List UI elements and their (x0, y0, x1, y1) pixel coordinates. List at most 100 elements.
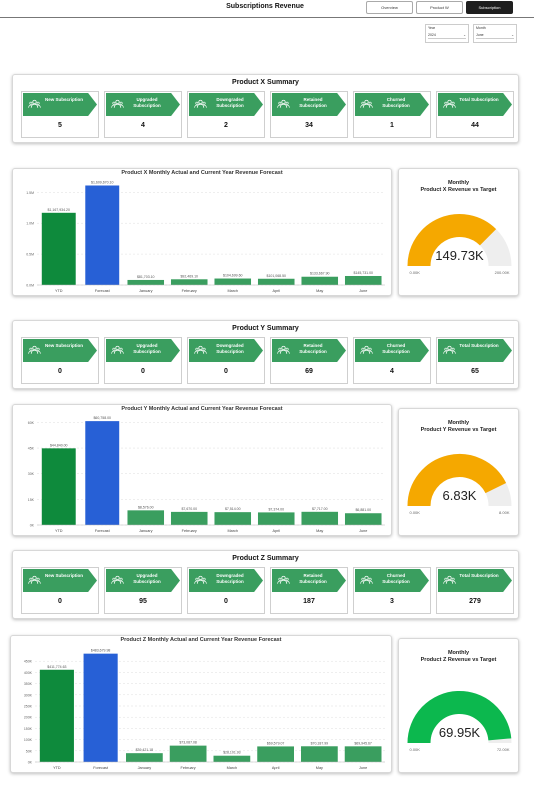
gauge-title-line1: Monthly (447, 180, 470, 186)
bar-march (213, 755, 251, 762)
month-select[interactable]: June ⌄ (476, 32, 514, 39)
x-tick-label-forecast: Forecast (93, 766, 109, 770)
users-group-icon (360, 575, 373, 584)
gauge-title-line1: Monthly (447, 650, 470, 656)
tab-overview[interactable]: Overview (366, 1, 413, 14)
kpi-banner: Retained Subscription (272, 569, 346, 592)
kpi-banner: Churned Subscription (355, 569, 429, 592)
x-tick-label-april: April (272, 289, 280, 293)
kpi-banner: Downgraded Subscription (189, 339, 263, 362)
users-group-icon (28, 345, 41, 354)
kpi-label: Upgraded Subscription (133, 573, 161, 584)
gauge-value: 149.73K (435, 248, 484, 263)
y-tick-label: 45K (28, 447, 35, 451)
kpi-value: 5 (58, 122, 62, 129)
kpi-label: Retained Subscription (299, 97, 327, 108)
product-y-revenue-chart: Product Y Monthly Actual and Current Yea… (12, 404, 392, 536)
y-tick-label: 50K (26, 749, 33, 753)
kpi-label: Retained Subscription (299, 343, 327, 354)
kpi-banner: New Subscription (23, 93, 97, 116)
x-tick-label-january: January (138, 766, 152, 770)
bar-february (170, 279, 208, 285)
y-tick-label: 15K (28, 498, 35, 502)
product-y-summary-card: Product Y Summary New Subscription 0 Upgra… (12, 320, 519, 389)
product-x-chart-title: Product X Monthly Actual and Current Yea… (121, 170, 283, 176)
gauge-value-arc (407, 691, 512, 744)
kpi-value: 0 (58, 598, 62, 605)
month-select-value: June (476, 33, 484, 37)
users-group-icon (194, 99, 207, 108)
gauge-max-label: 200.00K (495, 270, 510, 275)
kpi-label: New Subscription (44, 343, 83, 348)
month-filter[interactable]: Month June ⌄ (473, 24, 517, 43)
y-tick-label: 0K (30, 524, 35, 528)
gauge-min-label: 0.00K (410, 747, 421, 752)
product-y-gauge: 6.83K 0.00K 8.00K (407, 454, 512, 515)
kpi-banner: Downgraded Subscription (189, 93, 263, 116)
data-label-march: $28,101.93 (223, 751, 241, 755)
product-x-gauge-card: Monthly Product X Revenue vs Target 149.… (398, 168, 519, 296)
gauge-value: 6.83K (443, 488, 477, 503)
kpi-value: 34 (305, 122, 313, 129)
kpi-banner: Total Subscription (438, 93, 512, 116)
kpi-value: 95 (139, 598, 147, 605)
users-group-icon (277, 345, 290, 354)
chevron-down-icon: ⌄ (463, 33, 466, 37)
users-group-icon (443, 345, 456, 354)
bar-forecast (85, 421, 120, 525)
data-label-ytd: $44,840.00 (50, 443, 68, 447)
product-x-chart-plot: 0.0M 0.5M 1.0M 1.5M $1,167,934.20 YTD $1,609,6… (26, 180, 385, 293)
y-tick-label: 0K (28, 761, 33, 765)
bar-june (344, 746, 382, 762)
users-group-icon (443, 575, 456, 584)
product-x-revenue-chart: Product X Monthly Actual and Current Yea… (12, 168, 392, 296)
year-filter[interactable]: Year 2024 ⌄ (425, 24, 469, 43)
product-y-chart-plot: 0K 15K 30K 45K 60K $44,840.00 YTD $60,758.00 For… (28, 416, 385, 533)
kpi-banner: Upgraded Subscription (106, 93, 180, 116)
product-x-gauge-title: Monthly Product X Revenue vs Target (399, 180, 518, 193)
bar-may (301, 511, 339, 525)
kpi-value: 4 (390, 368, 394, 375)
kpi-banner: New Subscription (23, 339, 97, 362)
users-group-icon (111, 575, 124, 584)
bar-june (344, 275, 382, 285)
kpi-value: 187 (303, 598, 315, 605)
y-tick-label: 60K (28, 421, 35, 425)
bar-forecast (85, 185, 120, 285)
data-label-april: $7,374.00 (268, 507, 284, 511)
x-tick-label-june: June (359, 529, 367, 533)
kpi-value: 0 (224, 368, 228, 375)
product-z-chart-plot: 0K 50K 100K 150K 200K 250K 300K 350K 400K 450K $41… (24, 649, 385, 770)
year-select[interactable]: 2024 ⌄ (428, 32, 466, 39)
kpi-banner: Upgraded Subscription (106, 569, 180, 592)
y-tick-label: 200K (24, 716, 33, 720)
kpi-value: 4 (141, 122, 145, 129)
kpi-value: 65 (471, 368, 479, 375)
gauge-title-line1: Monthly (447, 420, 470, 426)
y-tick-label: 100K (24, 738, 33, 742)
gauge-min-label: 0.00K (410, 510, 421, 515)
y-tick-label: 450K (24, 660, 33, 664)
kpi-value: 2 (224, 122, 228, 129)
kpi-value: 44 (471, 122, 479, 129)
data-label-june: $6,881.00 (355, 508, 371, 512)
data-label-may: $7,717.00 (312, 507, 328, 511)
chevron-down-icon: ⌄ (511, 33, 514, 37)
bar-february (170, 511, 208, 525)
kpi-total-subscription: Total Subscription 44 (436, 91, 514, 138)
tab-product-w[interactable]: Product W (416, 1, 463, 14)
product-z-gauge: 69.95K 0.00K 72.00K (407, 691, 512, 752)
tab-subscription[interactable]: Subscription (466, 1, 513, 14)
users-group-icon (28, 99, 41, 108)
bar-forecast (83, 653, 118, 762)
users-group-icon (28, 575, 41, 584)
kpi-value: 0 (141, 368, 145, 375)
kpi-banner: Total Subscription (438, 569, 512, 592)
kpi-banner: Churned Subscription (355, 339, 429, 362)
kpi-new-subscription: New Subscription 0 (21, 567, 99, 614)
kpi-label: Churned Subscription (382, 573, 410, 584)
users-group-icon (360, 99, 373, 108)
bar-ytd (41, 448, 76, 525)
y-tick-label: 400K (24, 671, 33, 675)
kpi-label: Total Subscription (459, 97, 499, 102)
